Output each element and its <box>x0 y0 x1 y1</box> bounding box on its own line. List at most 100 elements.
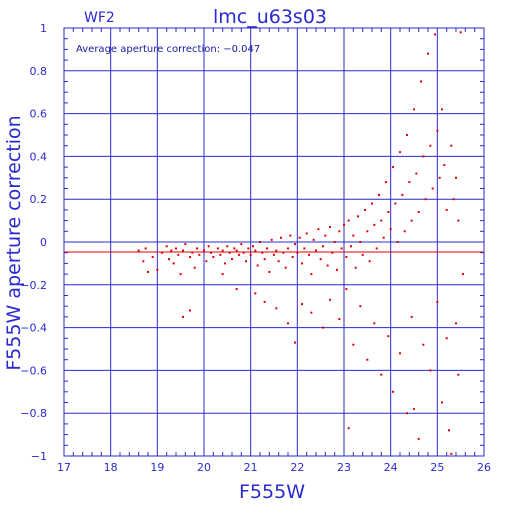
x-tick-label: 22 <box>290 461 304 474</box>
data-point <box>450 144 453 147</box>
data-point <box>235 249 238 252</box>
data-point <box>406 134 408 136</box>
x-tick-label: 17 <box>57 461 71 474</box>
x-tick-label: 25 <box>430 461 444 474</box>
data-point <box>179 273 182 276</box>
x-axis-label: F555W <box>239 481 305 503</box>
data-point <box>151 255 154 258</box>
panel-label: WF2 <box>84 10 115 26</box>
data-point <box>182 315 184 318</box>
data-point <box>270 238 273 241</box>
x-tick-labels: 17 18 19 20 21 22 23 24 25 26 <box>57 461 491 474</box>
data-point <box>459 31 462 34</box>
data-points <box>137 31 464 455</box>
data-point <box>263 258 266 261</box>
data-point <box>221 273 224 276</box>
data-point <box>189 309 191 312</box>
y-tick-label: −0.2 <box>20 279 47 292</box>
y-tick-labels: −1 −0.8 −0.6 −0.4 −0.2 0 0.2 0.4 0.6 0.8 1 <box>20 22 47 463</box>
data-point <box>364 208 366 211</box>
data-point <box>310 311 313 314</box>
data-point <box>205 260 208 263</box>
data-point <box>366 230 369 233</box>
x-tick-label: 23 <box>337 461 351 474</box>
data-point <box>245 260 247 263</box>
data-point <box>235 288 238 291</box>
data-point <box>207 245 210 248</box>
data-point <box>287 322 289 325</box>
data-point <box>394 202 397 205</box>
data-point <box>254 249 257 252</box>
data-point <box>287 247 289 250</box>
data-point <box>457 373 460 376</box>
data-point <box>457 219 460 222</box>
data-point <box>312 238 315 241</box>
data-point <box>413 407 415 410</box>
data-point <box>240 243 243 246</box>
data-point <box>441 401 443 404</box>
data-point <box>396 241 399 243</box>
data-point <box>399 151 401 154</box>
data-point <box>436 129 439 132</box>
y-tick-label: 0.4 <box>30 150 48 163</box>
data-point <box>263 300 266 303</box>
data-point <box>177 253 180 256</box>
data-point <box>291 255 294 258</box>
data-point <box>368 260 371 263</box>
data-point <box>170 249 173 252</box>
data-point <box>182 249 184 252</box>
data-point <box>329 226 331 229</box>
data-point <box>347 427 350 430</box>
x-tick-label: 24 <box>384 461 398 474</box>
data-point <box>266 247 268 250</box>
data-point <box>184 243 187 246</box>
data-point <box>455 176 457 179</box>
data-point <box>198 253 201 256</box>
x-tick-label: 19 <box>150 461 164 474</box>
data-point <box>333 241 336 243</box>
data-point <box>189 255 191 258</box>
data-point <box>401 193 404 196</box>
data-point <box>373 322 376 325</box>
x-tick-label: 18 <box>104 461 118 474</box>
data-point <box>203 249 205 252</box>
data-point <box>319 258 322 261</box>
data-point <box>338 230 341 233</box>
data-point <box>375 247 378 250</box>
data-point <box>256 264 259 267</box>
data-point <box>238 253 240 256</box>
data-point <box>445 337 448 340</box>
data-point <box>403 230 406 233</box>
y-tick-label: −1 <box>31 450 47 463</box>
data-point <box>326 264 329 267</box>
data-point <box>389 228 392 231</box>
data-point <box>322 326 324 329</box>
data-point <box>210 251 212 254</box>
data-point <box>219 253 222 256</box>
data-point <box>301 262 303 265</box>
data-point <box>443 163 446 166</box>
data-point <box>142 260 145 263</box>
data-point <box>315 249 317 252</box>
data-point <box>359 241 362 243</box>
data-point <box>366 358 369 361</box>
data-point <box>448 429 450 432</box>
data-point <box>310 273 313 276</box>
data-point <box>436 300 439 303</box>
x-tick-label: 20 <box>197 461 211 474</box>
data-point <box>231 258 233 261</box>
data-point <box>242 251 245 254</box>
data-point <box>165 245 168 248</box>
y-axis-label: F555W aperture correction <box>3 115 25 370</box>
x-tick-label: 26 <box>477 461 491 474</box>
y-tick-label: 0.6 <box>30 108 48 121</box>
data-point <box>357 215 359 218</box>
data-point <box>233 247 236 250</box>
data-point <box>359 305 362 308</box>
data-point <box>438 176 441 179</box>
y-tick-label: 1 <box>40 22 47 35</box>
data-point <box>338 318 341 321</box>
data-point <box>191 251 194 254</box>
data-point <box>275 307 278 310</box>
data-point <box>273 253 275 256</box>
